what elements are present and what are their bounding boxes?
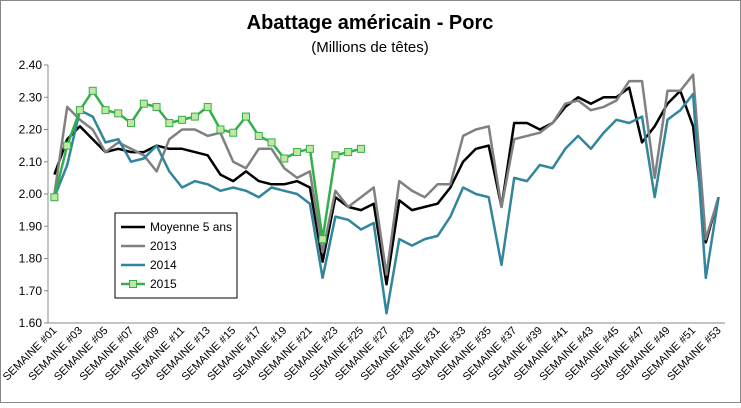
y-tick-label: 1.90 xyxy=(19,219,43,233)
point-marker xyxy=(63,141,72,150)
point-marker xyxy=(88,86,97,95)
legend-marker xyxy=(129,280,137,288)
point-marker xyxy=(267,138,276,147)
point-marker xyxy=(165,119,174,128)
legend-label: 2014 xyxy=(150,258,177,272)
point-marker xyxy=(139,99,148,108)
point-marker xyxy=(178,115,187,124)
y-tick-label: 2.30 xyxy=(19,90,43,104)
legend-label: 2015 xyxy=(150,277,177,291)
y-tick-label: 1.80 xyxy=(19,252,43,266)
point-marker xyxy=(127,119,136,128)
point-marker xyxy=(101,106,110,115)
series-line xyxy=(53,73,720,276)
point-marker xyxy=(241,112,250,121)
y-tick-label: 2.40 xyxy=(19,58,43,72)
y-tick-label: 2.20 xyxy=(19,123,43,137)
chart-subtitle: (Millions de têtes) xyxy=(311,39,429,56)
point-marker xyxy=(331,151,340,160)
point-marker xyxy=(190,112,199,121)
point-marker xyxy=(356,144,365,153)
y-tick-label: 2.10 xyxy=(19,155,43,169)
point-marker xyxy=(50,193,59,202)
legend-label: Moyenne 5 ans xyxy=(150,220,232,234)
point-marker xyxy=(344,148,353,157)
point-marker xyxy=(216,125,225,134)
point-marker xyxy=(229,128,238,137)
point-marker xyxy=(75,106,84,115)
point-marker xyxy=(254,131,263,140)
y-tick-label: 1.70 xyxy=(19,284,43,298)
point-marker xyxy=(293,148,302,157)
legend: Moyenne 5 ans 2013 2014 2015 xyxy=(114,212,238,299)
point-marker xyxy=(114,109,123,118)
y-tick-label: 1.60 xyxy=(19,316,43,330)
series-line xyxy=(53,92,720,315)
point-marker xyxy=(305,144,314,153)
point-marker xyxy=(203,102,212,111)
y-tick-label: 2.00 xyxy=(19,187,43,201)
point-marker xyxy=(152,102,161,111)
legend-label: 2013 xyxy=(150,239,177,253)
chart-title: Abattage américain - Porc xyxy=(247,12,494,34)
point-marker xyxy=(318,235,327,244)
point-marker xyxy=(280,154,289,163)
